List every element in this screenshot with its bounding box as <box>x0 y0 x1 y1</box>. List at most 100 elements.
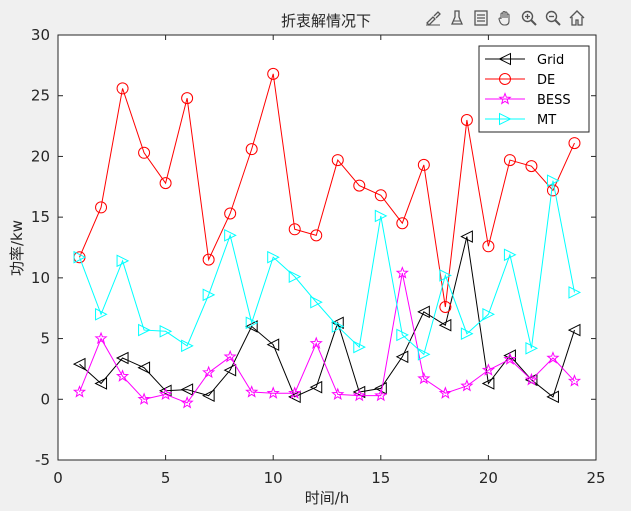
data-point-de <box>353 179 366 192</box>
x-tick-label: 0 <box>53 469 63 487</box>
legend-icon[interactable] <box>470 7 492 29</box>
legend-label-mt: MT <box>537 113 556 128</box>
y-tick-label: 15 <box>31 208 50 226</box>
data-point-grid <box>137 361 151 375</box>
data-point-bess <box>266 386 280 399</box>
data-point-de <box>245 143 258 156</box>
y-axis-label: 功率/kw <box>8 220 26 276</box>
y-tick-label: 30 <box>31 26 50 44</box>
brush-icon[interactable] <box>422 7 444 29</box>
data-point-grid <box>72 357 86 371</box>
data-point-mt <box>396 328 409 342</box>
data-point-grid <box>546 390 559 404</box>
data-point-mt <box>374 209 388 223</box>
data-point-mt <box>159 324 173 338</box>
data-point-bess <box>524 372 539 386</box>
data-point-de <box>267 67 280 80</box>
data-point-bess <box>94 331 108 345</box>
data-point-bess <box>137 392 151 405</box>
data-point-bess <box>115 369 130 382</box>
data-point-bess <box>72 385 87 398</box>
data-point-de <box>503 154 516 167</box>
data-point-bess <box>438 386 452 399</box>
data-point-mt <box>181 339 194 353</box>
axes-box <box>57 34 597 461</box>
data-point-mt <box>73 250 87 264</box>
legend-label-grid: Grid <box>537 53 564 68</box>
y-tick-label: 10 <box>31 269 50 287</box>
data-point-de <box>138 146 151 159</box>
data-point-mt <box>503 248 517 262</box>
series-grid <box>72 230 581 404</box>
data-point-mt <box>417 348 431 361</box>
data-point-de <box>417 158 430 171</box>
data-point-bess <box>309 336 323 350</box>
data-point-mt <box>525 341 539 355</box>
data-point-mt <box>95 307 108 321</box>
data-point-de <box>310 229 323 242</box>
data-point-bess <box>159 387 173 401</box>
y-tick-label: 25 <box>31 87 50 105</box>
data-point-bess <box>180 396 194 409</box>
data-point-de <box>116 82 129 95</box>
pan-style-icon[interactable] <box>446 7 468 29</box>
data-point-de <box>331 154 344 167</box>
data-point-bess <box>374 388 388 402</box>
data-point-grid <box>567 323 581 337</box>
home-icon[interactable] <box>566 7 588 29</box>
legend-marker-mt <box>499 112 512 126</box>
data-point-grid <box>223 363 237 377</box>
legend-label-bess: BESS <box>537 93 571 108</box>
data-point-mt <box>568 286 582 299</box>
data-point-de <box>224 207 237 220</box>
data-point-de <box>95 201 108 214</box>
data-point-bess <box>223 349 237 363</box>
data-point-mt <box>116 254 130 268</box>
series-line-mt <box>79 180 575 356</box>
data-point-grid <box>94 377 108 390</box>
data-point-de <box>460 114 473 126</box>
data-point-bess <box>460 379 474 392</box>
data-point-bess <box>245 385 259 398</box>
data-point-bess <box>202 365 216 379</box>
data-point-grid <box>266 338 280 351</box>
y-tick-label: -5 <box>35 451 50 469</box>
data-point-mt <box>202 288 216 302</box>
data-point-de <box>374 189 387 202</box>
x-tick-label: 10 <box>264 469 283 487</box>
chart-title: 折衷解情况下 <box>281 12 371 30</box>
legend[interactable]: Grid DE BESS MT <box>478 45 590 133</box>
data-point-grid <box>202 389 215 402</box>
data-point-bess <box>288 386 302 399</box>
data-point-de <box>202 253 215 266</box>
x-tick-label: 20 <box>479 469 498 487</box>
y-tick-label: 0 <box>40 390 50 408</box>
legend-marker-de <box>499 73 511 85</box>
x-tick-label: 15 <box>371 469 390 487</box>
data-point-mt <box>138 323 151 337</box>
data-point-de <box>546 184 559 197</box>
data-point-bess <box>503 352 517 365</box>
data-point-mt <box>245 316 259 330</box>
data-point-mt <box>460 327 474 341</box>
data-point-bess <box>331 387 345 401</box>
zoom-out-icon[interactable] <box>542 7 564 29</box>
data-point-grid <box>331 316 344 330</box>
data-point-de <box>288 223 301 236</box>
data-point-grid <box>395 350 409 364</box>
data-point-mt <box>546 174 560 188</box>
data-point-mt <box>288 270 302 283</box>
zoom-in-icon[interactable] <box>518 7 540 29</box>
hand-pan-icon[interactable] <box>494 7 516 29</box>
legend-marker-grid <box>498 52 511 66</box>
data-point-grid <box>438 318 452 332</box>
data-point-bess <box>395 266 409 279</box>
y-tick-label: 5 <box>40 330 50 348</box>
data-point-mt <box>267 250 280 264</box>
series-line-de <box>79 73 575 308</box>
legend-box <box>478 45 590 133</box>
data-point-grid <box>460 230 473 243</box>
data-point-bess <box>567 374 582 387</box>
data-point-bess <box>417 371 431 385</box>
